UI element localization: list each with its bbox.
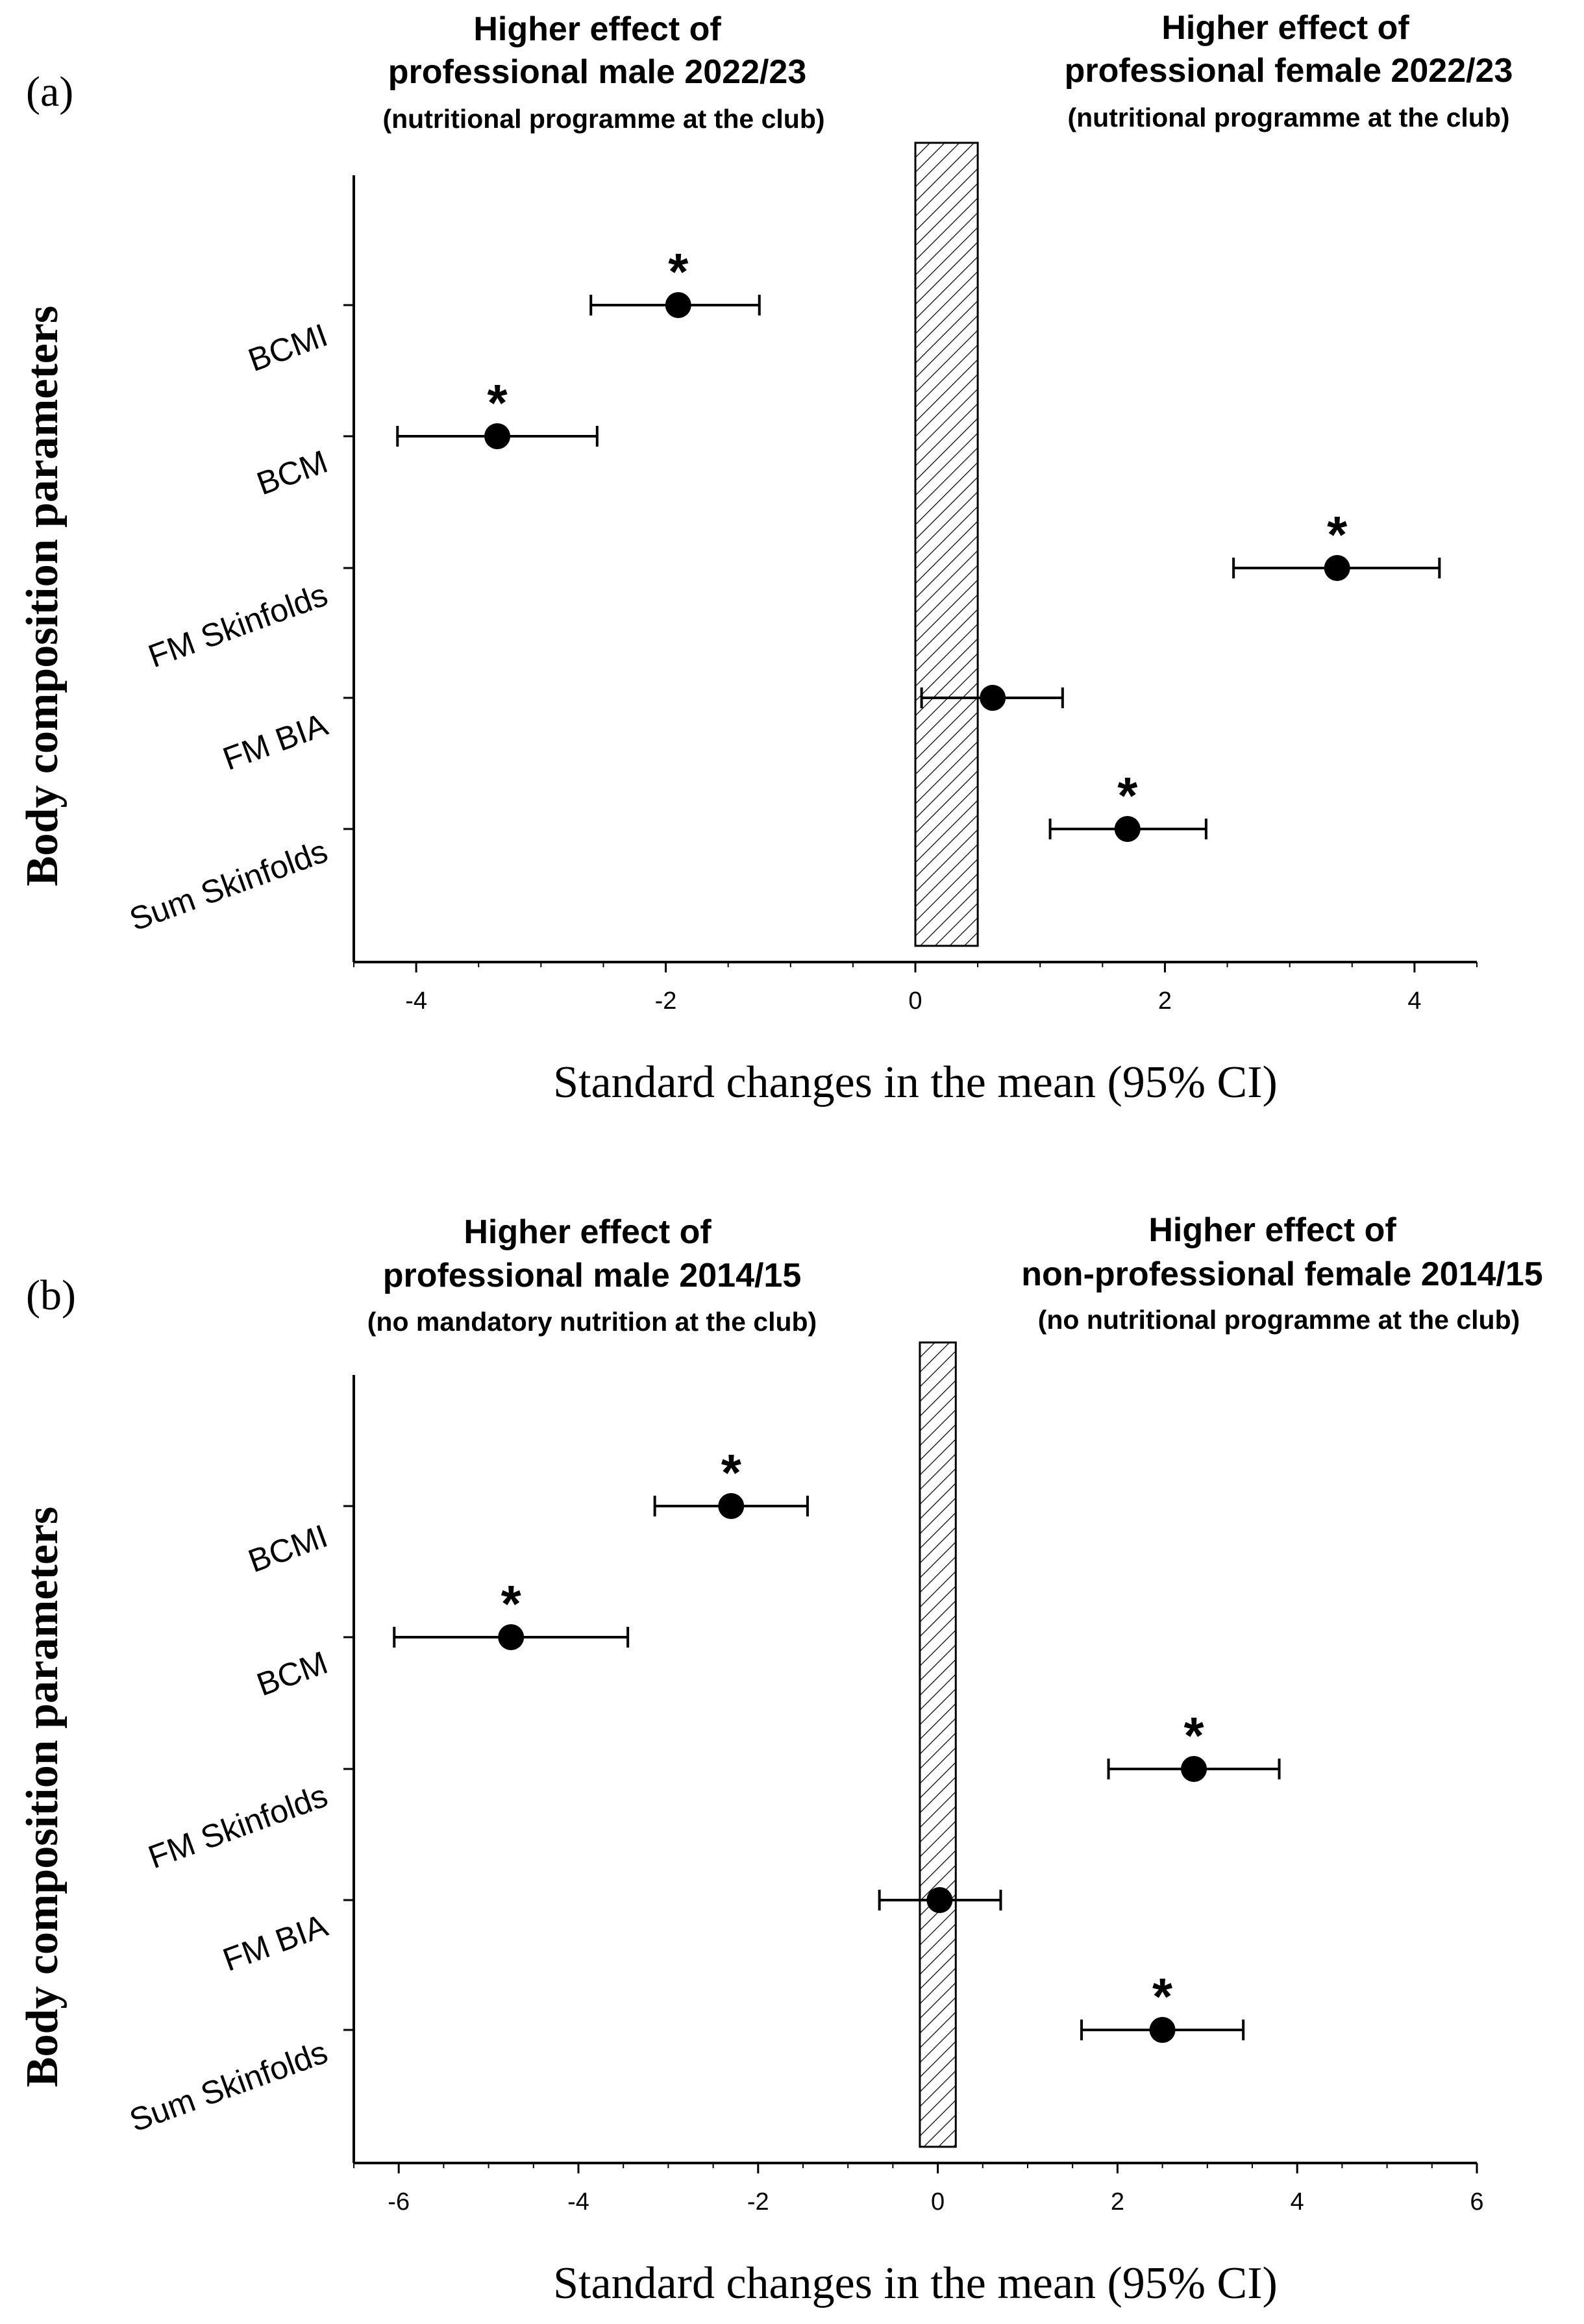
panel-a-x-tick-label: 2 bbox=[1158, 987, 1172, 1015]
panel-b-left-header-subtitle: (no mandatory nutrition at the club) bbox=[367, 1307, 817, 1337]
panel-a-row-fm-skinfolds: * bbox=[1232, 506, 1441, 581]
panel-b-x-axis-label: Standard changes in the mean (95% CI) bbox=[553, 2258, 1278, 2308]
panel-b-row-fm-skinfolds: * bbox=[1107, 1707, 1281, 1782]
panel-a-left-header-line2: professional male 2022/23 bbox=[388, 53, 807, 91]
panel-b-mean-point bbox=[1149, 2017, 1176, 2043]
panel-b-left-header-line2: professional male 2014/15 bbox=[383, 1257, 802, 1294]
panel-a-right-header-line2: professional female 2022/23 bbox=[1065, 52, 1513, 90]
panel-b-row-bcm: * bbox=[393, 1575, 630, 1650]
panel-b-category-label: Sum Skinfolds bbox=[125, 2034, 332, 2139]
panel-b-category-label: BCMI bbox=[243, 1518, 332, 1579]
panel-b-mean-point bbox=[498, 1624, 525, 1650]
panel-a-significance-marker: * bbox=[487, 374, 508, 432]
panel-b-category-label: FM Skinfolds bbox=[143, 1777, 332, 1875]
panel-b-significance-marker: * bbox=[501, 1575, 522, 1633]
panel-b-mean-point bbox=[718, 1493, 745, 1519]
panel-a-x-axis-label: Standard changes in the mean (95% CI) bbox=[553, 1057, 1278, 1107]
panel-a-x-tick-label: -4 bbox=[405, 987, 427, 1015]
panel-b-x-tick-label: 0 bbox=[931, 2188, 945, 2216]
panel-b-x-tick-label: 2 bbox=[1111, 2188, 1124, 2216]
panel-a-category-label: FM BIA bbox=[218, 706, 332, 777]
panel-a-category-label: Sum Skinfolds bbox=[125, 833, 332, 938]
panel-a-significance-marker: * bbox=[1327, 506, 1348, 563]
panel-a-mean-point bbox=[484, 423, 511, 449]
panel-a-mean-point bbox=[1324, 555, 1350, 581]
panel-a-right-header-subtitle: (nutritional programme at the club) bbox=[1067, 103, 1509, 132]
panel-b-right-header-subtitle: (no nutritional programme at the club) bbox=[1038, 1305, 1520, 1335]
panel-a-mean-point bbox=[1114, 816, 1141, 842]
panel-b-category-label: FM BIA bbox=[218, 1907, 332, 1978]
panel-a-row-bcm: * bbox=[396, 374, 599, 449]
panel-b-left-header-line1: Higher effect of bbox=[464, 1213, 712, 1251]
panel-b-label: (b) bbox=[26, 1272, 76, 1319]
panel-b-x-tick-label: 6 bbox=[1470, 2188, 1483, 2216]
panel-a-x-tick-label: 4 bbox=[1407, 987, 1421, 1015]
panel-b-mean-point bbox=[1181, 1756, 1207, 1782]
panel-b-mean-point bbox=[926, 1887, 953, 1913]
panel-a-significance-marker: * bbox=[1117, 767, 1138, 824]
panel-a-points: * * * bbox=[396, 243, 1441, 842]
panel-b-right-header-line2: non-professional female 2014/15 bbox=[1021, 1255, 1542, 1293]
panel-b-row-fm-bia bbox=[878, 1887, 1002, 1913]
panel-b-row-sum-skinfolds: * bbox=[1080, 1968, 1245, 2043]
panel-b-category-label: BCM bbox=[252, 1644, 332, 1703]
panel-a-mean-point bbox=[665, 292, 691, 318]
panel-b-x-tick-label: -2 bbox=[747, 2188, 769, 2216]
panel-a-row-bcmi: * bbox=[589, 243, 761, 318]
panel-a-category-label: BCMI bbox=[243, 317, 332, 378]
panel-a-x-tick-label: 0 bbox=[908, 987, 922, 1015]
panel-a-trivial-band bbox=[914, 142, 979, 947]
panel-a-category-label: FM Skinfolds bbox=[143, 576, 332, 674]
panel-a-right-header-line1: Higher effect of bbox=[1161, 9, 1409, 47]
panel-b-x-tick-label: 4 bbox=[1291, 2188, 1304, 2216]
panel-b-significance-marker: * bbox=[1183, 1707, 1204, 1764]
panel-b-right-header-line1: Higher effect of bbox=[1148, 1211, 1396, 1249]
panel-b-trivial-band bbox=[919, 1341, 957, 2148]
panel-a-y-axis-label: Body composition parameters bbox=[18, 306, 68, 886]
panel-a-categories: BCMI BCM FM Skinfolds FM BIA Sum Skinfol… bbox=[125, 304, 354, 938]
panel-a-row-sum-skinfolds: * bbox=[1048, 767, 1207, 842]
panel-b-points: * * * bbox=[393, 1444, 1281, 2043]
panel-a-mean-point bbox=[980, 685, 1006, 711]
panel-a-left-header-line1: Higher effect of bbox=[473, 10, 721, 48]
panel-a-minor-ticks bbox=[353, 962, 1478, 967]
panel-a-category-label: BCM bbox=[252, 443, 332, 502]
panel-b-x-ticks: -6 -4 -2 0 2 4 6 bbox=[388, 2163, 1484, 2216]
panel-b: (b) Higher effect of professional male 2… bbox=[18, 1211, 1543, 2308]
panel-a-x-tick-label: -2 bbox=[655, 987, 677, 1015]
panel-b-x-tick-label: -6 bbox=[388, 2188, 410, 2216]
panel-a-x-ticks: -4 -2 0 2 4 bbox=[405, 962, 1421, 1015]
panel-a-significance-marker: * bbox=[668, 243, 689, 301]
panel-b-significance-marker: * bbox=[721, 1444, 742, 1502]
panel-b-x-tick-label: -4 bbox=[567, 2188, 589, 2216]
panel-b-minor-ticks bbox=[353, 2163, 1433, 2168]
panel-b-categories: BCMI BCM FM Skinfolds FM BIA Sum Skinfol… bbox=[125, 1505, 354, 2139]
panel-b-significance-marker: * bbox=[1152, 1968, 1173, 2025]
panel-a-label: (a) bbox=[26, 68, 73, 116]
panel-a-left-header-subtitle: (nutritional programme at the club) bbox=[382, 104, 824, 134]
panel-b-y-axis-label: Body composition parameters bbox=[18, 1507, 68, 2087]
panel-a: (a) Higher effect of professional male 2… bbox=[18, 9, 1513, 1107]
panel-b-row-bcmi: * bbox=[653, 1444, 809, 1519]
panel-a-row-fm-bia bbox=[920, 685, 1064, 711]
